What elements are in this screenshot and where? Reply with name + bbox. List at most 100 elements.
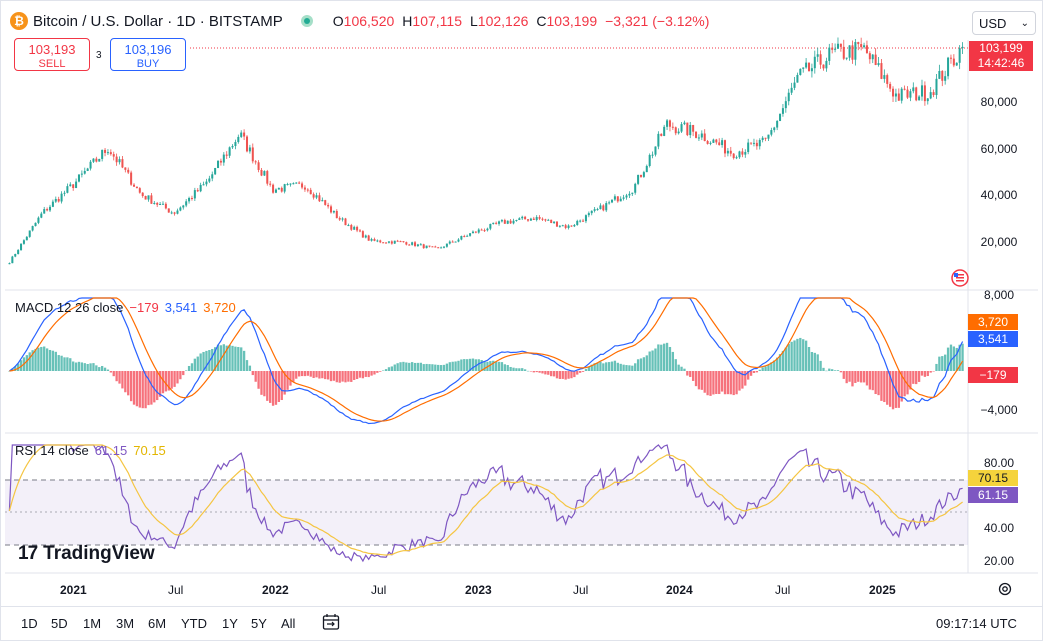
range-ytd-button[interactable]: YTD (181, 616, 207, 631)
macd-hist-bar (121, 371, 124, 389)
candle-body (109, 152, 112, 155)
utc-clock[interactable]: 09:17:14 UTC (936, 616, 1017, 631)
macd-hist-bar (118, 371, 121, 384)
candle-body (645, 165, 648, 173)
range-1m-button[interactable]: 1M (83, 616, 102, 631)
macd-hist-bar (804, 340, 808, 371)
candle-body (219, 160, 222, 163)
candle-body (541, 218, 544, 220)
macd-hist-bar (755, 371, 759, 373)
candle-body (668, 120, 671, 127)
range-1y-button[interactable]: 1Y (222, 616, 238, 631)
macd-hist-value: −179 (129, 300, 159, 315)
macd-hist-bar (416, 362, 420, 371)
candle-body (237, 136, 240, 143)
candle-body (692, 124, 695, 132)
macd-hist-bar (518, 368, 521, 371)
macd-hist-bar (865, 371, 869, 386)
candle-body (590, 210, 593, 214)
macd-hist-bar (810, 352, 814, 371)
macd-hist-bar (477, 359, 480, 371)
candle-body (958, 48, 961, 63)
macd-hist-bar (74, 362, 78, 371)
macd-hist-bar (213, 347, 217, 371)
macd-hist-bar (63, 357, 66, 371)
rsi-ma-line (8, 444, 963, 556)
candle-body (329, 206, 333, 213)
currency-select[interactable]: USD ⌄ (972, 11, 1036, 35)
macd-hist-bar (303, 371, 307, 377)
candle-body (405, 242, 408, 245)
gear-icon[interactable] (997, 581, 1013, 597)
range-5d-button[interactable]: 5D (51, 616, 68, 631)
macd-hist-bar (225, 345, 228, 371)
time-axis-label: 2022 (262, 583, 289, 597)
candle-body (34, 222, 37, 227)
economic-events-icon[interactable] (950, 268, 970, 288)
macd-hist-bar (170, 371, 173, 389)
macd-hist-bar (92, 363, 95, 371)
tradingview-watermark[interactable]: 17 TradingView (18, 543, 155, 565)
candle-body (579, 220, 582, 222)
candle-body (335, 210, 338, 219)
rsi-line (8, 444, 963, 563)
candle-body (31, 226, 34, 231)
signal-line (9, 297, 964, 422)
macd-hist-bar (938, 356, 941, 371)
macd-hist-bar (242, 350, 246, 371)
candle-body (779, 113, 782, 121)
macd-hist-bar (581, 371, 585, 372)
macd-hist-bar (802, 339, 805, 371)
range-6m-button[interactable]: 6M (148, 616, 167, 631)
macd-hist-bar (338, 371, 341, 383)
candle-body (906, 89, 909, 98)
macd-value: 3,541 (164, 300, 198, 315)
candle-body (631, 192, 634, 194)
macd-hist-bar (37, 347, 40, 371)
macd-hist-bar (384, 369, 388, 371)
macd-hist-bar (289, 371, 292, 386)
macd-hist-bar (228, 345, 231, 371)
candle-body (750, 142, 753, 144)
macd-hist-bar (468, 358, 472, 371)
range-1d-button[interactable]: 1D (21, 616, 38, 631)
candle-body (608, 202, 611, 204)
candle-body (674, 127, 677, 134)
range-all-button[interactable]: All (281, 616, 296, 631)
candle-body (211, 174, 214, 179)
candle-body (327, 204, 330, 207)
macd-hist-bar (607, 362, 611, 371)
candle-body (373, 239, 376, 241)
range-3m-button[interactable]: 3M (116, 616, 135, 631)
candle-body (570, 225, 573, 227)
range-5y-button[interactable]: 5Y (251, 616, 267, 631)
candle-body (532, 218, 535, 220)
macd-legend[interactable]: MACD 12 26 close −179 3,541 3,720 (15, 300, 236, 315)
calendar-icon[interactable] (321, 612, 341, 632)
rsi-legend[interactable]: RSI 14 close 61.15 70.15 (15, 443, 166, 458)
buy-button[interactable]: 103,196 BUY (110, 38, 186, 71)
macd-hist-bar (877, 371, 880, 396)
candle-body (686, 122, 689, 136)
candle-body (706, 141, 709, 144)
macd-hist-bar (793, 340, 796, 371)
macd-hist-bar (735, 371, 738, 395)
candle-body (75, 181, 78, 189)
candle-body (637, 174, 640, 184)
macd-hist-bar (515, 368, 518, 371)
candle-body (22, 240, 25, 244)
macd-hist-bar (263, 371, 266, 397)
macd-hist-bar (689, 371, 692, 377)
macd-hist-bar (434, 364, 437, 371)
candle-body (776, 120, 779, 128)
sell-button[interactable]: 103,193 SELL (14, 38, 90, 71)
macd-hist-bar (457, 360, 460, 371)
symbol-title[interactable]: Bitcoin / U.S. Dollar · 1D · BITSTAMP (33, 12, 283, 30)
macd-hist-bar (83, 363, 86, 371)
time-axis-label: 2024 (666, 583, 693, 597)
candle-body (709, 142, 712, 144)
candle-body (903, 88, 906, 90)
macd-hist-bar (920, 371, 924, 376)
candle-body (787, 92, 790, 102)
